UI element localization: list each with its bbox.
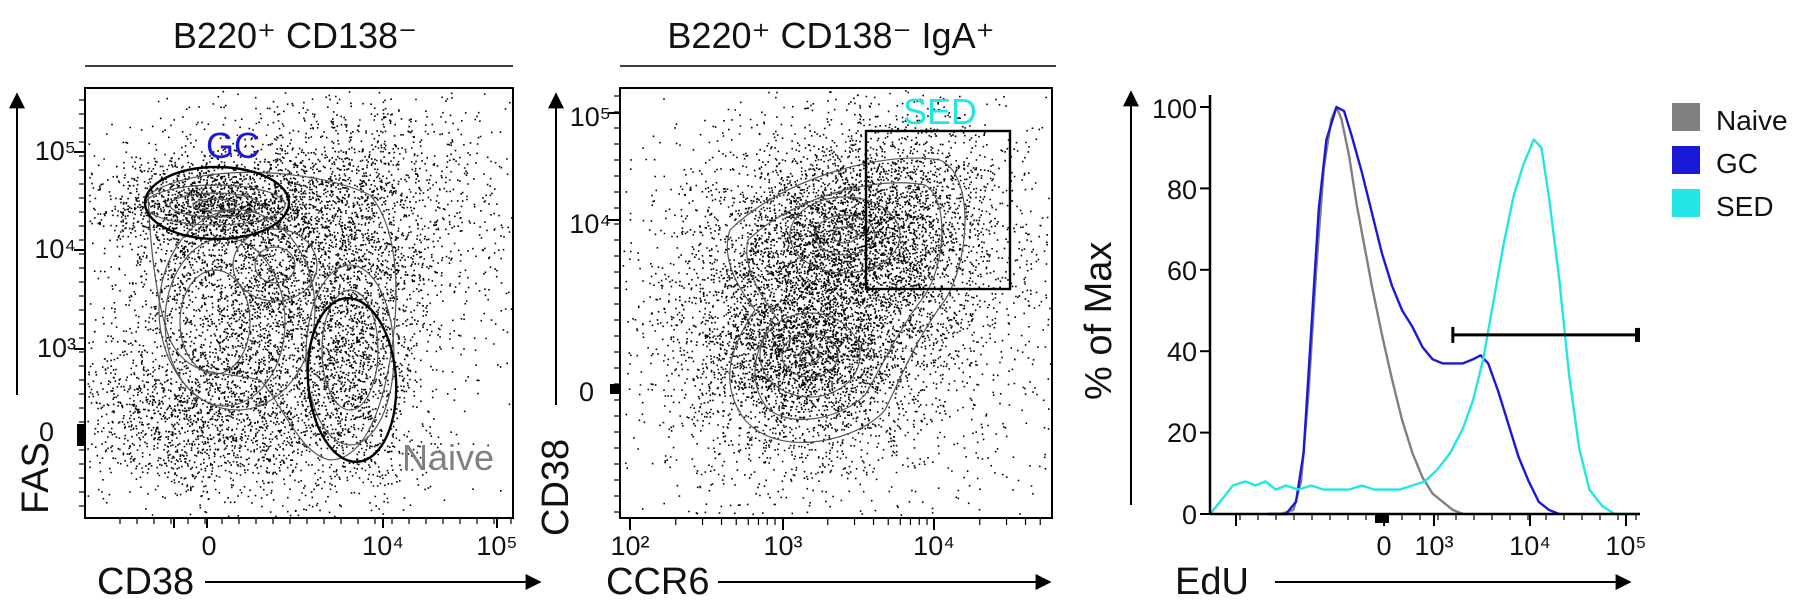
- histogram-plot: [1209, 105, 1640, 516]
- zero-marker: [77, 424, 85, 446]
- sed-gate-label: SED: [903, 91, 977, 132]
- panel-3-x-tick-0: 0: [1376, 531, 1391, 561]
- series-line-gc: [1268, 105, 1560, 516]
- panel-2-contours: [726, 157, 966, 443]
- panel-2-y-tick-0: 0: [579, 377, 594, 407]
- panel-1-y-tick-1e3: 10³: [37, 333, 76, 363]
- series-line-naive: [1268, 105, 1464, 516]
- panel-3-x-tick-1e5: 10⁵: [1605, 531, 1646, 561]
- naive-gate: [306, 296, 398, 464]
- gc-gate-label: GC: [206, 125, 260, 166]
- panel-1-axis-ticks: [74, 99, 512, 528]
- event-dots: [87, 90, 513, 518]
- panel-2-x-tick-1e3: 10³: [763, 531, 802, 561]
- naive-gate-label: Naive: [402, 437, 494, 478]
- legend-swatch-gc: [1672, 146, 1700, 174]
- panel-1-x-tick-1e4: 10⁴: [362, 531, 404, 561]
- panel-3-x-tick-1e3: 10³: [1414, 531, 1453, 561]
- panel-2-y-tick-1e5: 10⁵: [570, 102, 611, 132]
- panel-1-y-tick-1e5: 10⁵: [35, 136, 76, 166]
- panel-3-y-tick-40: 40: [1167, 337, 1197, 367]
- legend-label-naive: Naive: [1716, 105, 1788, 136]
- panel-3-x-tick-1e4: 10⁴: [1509, 531, 1551, 561]
- panel-1-y-tick-0: 0: [39, 417, 54, 447]
- legend-label-gc: GC: [1716, 148, 1758, 179]
- legend-swatch-naive: [1672, 103, 1700, 131]
- panel-1-y-tick-1e4: 10⁴: [34, 234, 76, 264]
- legend-label-sed: SED: [1716, 191, 1774, 222]
- panel-2-x-tick-1e2: 10²: [610, 531, 649, 561]
- panel-1-x-tick-0: 0: [201, 531, 216, 561]
- legend-swatch-sed: [1672, 189, 1700, 217]
- panel-1-plot-frame: [84, 87, 514, 519]
- panel-2-events: [622, 90, 1052, 516]
- panel-3-y-label: % of Max: [1078, 242, 1120, 400]
- panel-2-x-label: CCR6: [606, 561, 709, 603]
- panel-1-x-label: CD38: [97, 561, 194, 603]
- panel-3-y-tick-20: 20: [1167, 418, 1197, 448]
- panel-2-header: B220⁺ CD138⁻ IgA⁺: [667, 15, 994, 56]
- series-line-sed: [1209, 138, 1640, 516]
- panel-2-y-label: CD38: [535, 439, 577, 536]
- panel-3-y-tick-0: 0: [1182, 500, 1197, 530]
- panel-2-axis-ticks: [608, 95, 1041, 530]
- panel-1-contours: [144, 171, 397, 461]
- event-dots: [622, 90, 1052, 516]
- panel-1-y-label: FAS: [15, 442, 57, 514]
- panel-1: B220⁺ CD138⁻ GC Naive 10⁵ 10⁴ 10³ 0 0 10…: [9, 15, 542, 603]
- zero-marker: [1375, 514, 1389, 523]
- panel-2: B220⁺ CD138⁻ IgA⁺ SED 10⁵ 10⁴ 0 10² 10³ …: [535, 15, 1056, 603]
- panel-2-x-tick-1e4: 10⁴: [913, 531, 955, 561]
- panel-1-x-tick-1e5: 10⁵: [476, 531, 517, 561]
- panel-3-y-tick-100: 100: [1152, 94, 1197, 124]
- panel-2-plot-frame: [619, 87, 1053, 519]
- sed-gate: [864, 129, 1012, 291]
- panel-3-y-tick-60: 60: [1167, 256, 1197, 286]
- gc-gate: [143, 165, 291, 241]
- zero-marker: [610, 384, 620, 394]
- edu-gate-end-cap: [1635, 327, 1640, 342]
- legend: Naive GC SED: [1672, 103, 1788, 222]
- panel-1-header: B220⁺ CD138⁻: [173, 15, 417, 56]
- panel-2-y-tick-1e4: 10⁴: [569, 209, 611, 239]
- panel-3-y-tick-80: 80: [1167, 175, 1197, 205]
- panel-3: 100 80 60 40 20 0 0 10³ 10⁴ 10⁵ EdU % of…: [1078, 90, 1788, 603]
- panel-3-axis-ticks: [1200, 106, 1637, 526]
- panel-3-x-label: EdU: [1175, 561, 1249, 603]
- panel-1-events: [87, 90, 513, 518]
